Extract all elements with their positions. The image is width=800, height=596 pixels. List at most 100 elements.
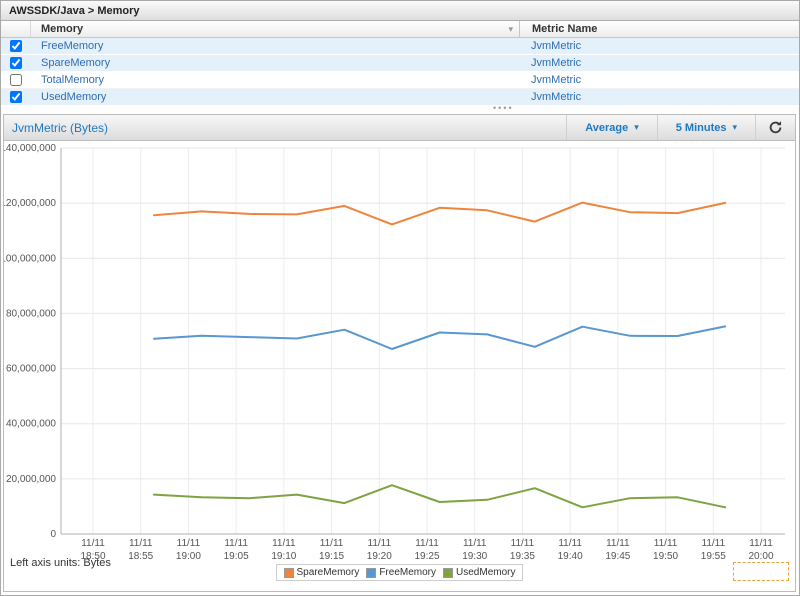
column-header-memory[interactable]: Memory ▾ bbox=[31, 23, 519, 35]
x-axis-date-label: 11/11 bbox=[81, 538, 105, 549]
series-line-freememory bbox=[153, 325, 727, 350]
checkbox-column-header bbox=[1, 21, 31, 37]
x-axis-time-label: 19:35 bbox=[510, 551, 535, 562]
x-axis-date-label: 11/11 bbox=[415, 538, 439, 549]
x-axis-time-label: 19:50 bbox=[653, 551, 678, 562]
x-axis-date-label: 11/11 bbox=[558, 538, 582, 549]
legend-item: FreeMemory bbox=[366, 567, 436, 578]
metric-dimension-link[interactable]: SpareMemory bbox=[41, 57, 111, 69]
metrics-table-header: Memory ▾ Metric Name bbox=[1, 21, 799, 38]
metric-name-cell: JvmMetric bbox=[519, 38, 799, 54]
metric-name-cell: JvmMetric bbox=[519, 72, 799, 88]
sort-descending-icon[interactable]: ▾ bbox=[508, 23, 513, 34]
table-row[interactable]: FreeMemory JvmMetric bbox=[1, 38, 799, 55]
x-axis-date-label: 11/11 bbox=[224, 538, 248, 549]
metric-dimension-link[interactable]: FreeMemory bbox=[41, 40, 104, 52]
y-axis-tick-label: 80,000,000 bbox=[6, 308, 56, 319]
x-axis-date-label: 11/11 bbox=[749, 538, 773, 549]
chart-panel-header: JvmMetric (Bytes) Average ▾ 5 Minutes ▾ bbox=[4, 115, 795, 141]
left-axis-units-note: Left axis units: Bytes bbox=[10, 557, 111, 569]
metrics-table-body: FreeMemory JvmMetric SpareMemory JvmMetric T… bbox=[1, 38, 799, 106]
x-axis-date-label: 11/11 bbox=[606, 538, 630, 549]
x-axis-date-label: 11/11 bbox=[177, 538, 201, 549]
y-axis-tick-label: 40,000,000 bbox=[6, 419, 56, 430]
table-row[interactable]: SpareMemory JvmMetric bbox=[1, 55, 799, 72]
refresh-button[interactable] bbox=[755, 115, 795, 140]
metric-checkbox[interactable] bbox=[10, 91, 22, 103]
x-axis-date-label: 11/11 bbox=[129, 538, 153, 549]
legend-item: UsedMemory bbox=[443, 567, 515, 578]
chevron-down-icon: ▾ bbox=[634, 122, 639, 132]
x-axis-time-label: 20:00 bbox=[748, 551, 773, 562]
memory-column-label: Memory bbox=[41, 23, 84, 35]
legend-label: SpareMemory bbox=[296, 567, 360, 578]
x-axis-date-label: 11/11 bbox=[368, 538, 392, 549]
chart-legend: SpareMemory FreeMemory UsedMemory bbox=[275, 564, 524, 581]
chart-area: 140,000,000 120,000,000 100,000,000 80,000,… bbox=[1, 141, 795, 591]
x-axis-date-label: 11/11 bbox=[702, 538, 726, 549]
metric-dimension-cell: TotalMemory bbox=[31, 74, 519, 86]
x-axis-date-label: 11/11 bbox=[320, 538, 344, 549]
x-axis-time-label: 18:50 bbox=[80, 551, 105, 562]
column-header-metric-name[interactable]: Metric Name bbox=[519, 21, 799, 37]
metric-name-cell: JvmMetric bbox=[519, 55, 799, 71]
y-axis-tick-label: 60,000,000 bbox=[6, 364, 56, 375]
x-axis-date-label: 11/11 bbox=[272, 538, 296, 549]
legend-swatch bbox=[283, 567, 294, 578]
y-axis-tick-label: 0 bbox=[50, 529, 56, 540]
refresh-icon bbox=[769, 121, 782, 134]
metric-name-link[interactable]: JvmMetric bbox=[531, 74, 582, 86]
statistic-dropdown-value: Average bbox=[585, 121, 629, 134]
x-axis-time-label: 19:55 bbox=[701, 551, 726, 562]
metric-dimension-cell: FreeMemory bbox=[31, 40, 519, 52]
x-axis-date-label: 11/11 bbox=[511, 538, 535, 549]
metric-checkbox[interactable] bbox=[10, 40, 22, 52]
period-dropdown[interactable]: 5 Minutes ▾ bbox=[656, 115, 755, 140]
metric-name-column-label: Metric Name bbox=[532, 23, 598, 35]
x-axis-time-label: 19:10 bbox=[271, 551, 296, 562]
x-axis-date-label: 11/11 bbox=[654, 538, 678, 549]
x-axis-time-label: 19:30 bbox=[462, 551, 487, 562]
metric-dimension-cell: SpareMemory bbox=[31, 57, 519, 69]
legend-swatch bbox=[366, 567, 377, 578]
x-axis-time-label: 19:20 bbox=[367, 551, 392, 562]
statistic-dropdown[interactable]: Average ▾ bbox=[566, 115, 657, 140]
table-row[interactable]: UsedMemory JvmMetric bbox=[1, 89, 799, 106]
row-checkbox-cell bbox=[1, 89, 31, 105]
legend-swatch bbox=[443, 567, 454, 578]
y-axis-tick-label: 140,000,000 bbox=[4, 143, 56, 154]
chevron-down-icon: ▾ bbox=[732, 122, 737, 132]
x-axis-time-label: 19:00 bbox=[176, 551, 201, 562]
metric-dimension-cell: UsedMemory bbox=[31, 91, 519, 103]
metric-checkbox[interactable] bbox=[10, 57, 22, 69]
row-checkbox-cell bbox=[1, 72, 31, 88]
metric-name-link[interactable]: JvmMetric bbox=[531, 91, 582, 103]
splitter-grip-icon[interactable]: •••• bbox=[493, 103, 514, 113]
x-axis-time-label: 19:45 bbox=[605, 551, 630, 562]
x-axis-time-label: 19:05 bbox=[224, 551, 249, 562]
x-axis-time-label: 18:55 bbox=[128, 551, 153, 562]
x-axis-time-label: 19:15 bbox=[319, 551, 344, 562]
chart-panel: JvmMetric (Bytes) Average ▾ 5 Minutes ▾ … bbox=[1, 114, 796, 592]
metric-name-link[interactable]: JvmMetric bbox=[531, 57, 582, 69]
x-axis-time-label: 19:40 bbox=[558, 551, 583, 562]
legend-item: SpareMemory bbox=[283, 567, 360, 578]
metric-name-link[interactable]: JvmMetric bbox=[531, 40, 582, 52]
y-axis-tick-label: 20,000,000 bbox=[6, 474, 56, 485]
metric-checkbox[interactable] bbox=[10, 74, 22, 86]
series-line-sparememory bbox=[153, 201, 727, 226]
series-line-usedmemory bbox=[153, 484, 727, 509]
y-axis-tick-label: 100,000,000 bbox=[4, 253, 56, 264]
chart-resize-handle[interactable] bbox=[733, 562, 789, 581]
table-row[interactable]: TotalMemory JvmMetric bbox=[1, 72, 799, 89]
metric-name-cell: JvmMetric bbox=[519, 89, 799, 105]
metric-dimension-link[interactable]: UsedMemory bbox=[41, 91, 107, 103]
period-dropdown-value: 5 Minutes bbox=[675, 121, 727, 134]
metric-dimension-link[interactable]: TotalMemory bbox=[41, 74, 104, 86]
legend-label: FreeMemory bbox=[379, 567, 437, 578]
row-checkbox-cell bbox=[1, 55, 31, 71]
breadcrumb: AWSSDK/Java > Memory bbox=[1, 1, 799, 21]
chart-title: JvmMetric (Bytes) bbox=[12, 120, 108, 135]
table-chart-splitter[interactable]: •••• bbox=[1, 103, 799, 115]
